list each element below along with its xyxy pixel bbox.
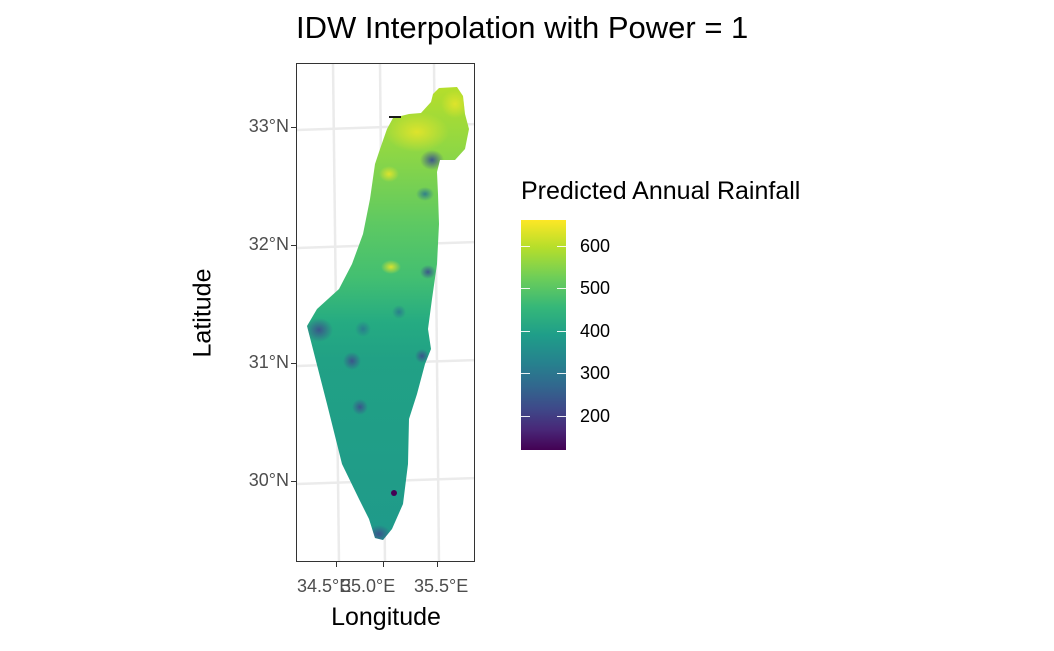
legend-tick xyxy=(521,331,530,332)
map-svg xyxy=(297,64,474,561)
hotspot-center xyxy=(381,260,401,274)
y-axis-title: Latitude xyxy=(188,268,217,358)
land-shape xyxy=(307,87,469,540)
minimum-point xyxy=(391,490,397,496)
x-tick-mark xyxy=(437,562,439,567)
legend-tick xyxy=(557,331,566,332)
legend-label-500: 500 xyxy=(580,278,611,298)
y-tick-mark xyxy=(291,363,296,365)
x-tick-34-5e: 34.5°E xyxy=(297,576,352,596)
legend-label-300: 300 xyxy=(580,363,611,383)
legend-tick xyxy=(521,246,530,247)
legend-label-400: 400 xyxy=(580,321,611,341)
legend-tick xyxy=(557,373,566,374)
y-tick-30n: 30°N xyxy=(248,470,289,490)
coldspot-eilat xyxy=(367,525,391,540)
map-panel xyxy=(296,63,475,562)
y-tick-mark xyxy=(291,127,296,129)
legend-tick xyxy=(557,288,566,289)
coldspot-negev-1 xyxy=(343,352,361,370)
legend-tick xyxy=(521,373,530,374)
legend-tick xyxy=(521,416,530,417)
coldspot-east xyxy=(416,187,434,201)
coldspot-jordan-valley xyxy=(420,150,444,170)
hotspot-golan xyxy=(441,90,469,118)
coldspot-negev-2 xyxy=(355,321,371,337)
y-tick-32n: 32°N xyxy=(248,234,289,254)
y-tick-mark xyxy=(291,481,296,483)
hotspot-upper-galilee xyxy=(385,112,449,152)
legend-tick xyxy=(521,288,530,289)
coldspot-jordan xyxy=(420,265,436,279)
legend-label-200: 200 xyxy=(580,406,611,426)
coldspot-gaza xyxy=(307,318,333,342)
hotspot-carmel xyxy=(379,166,399,182)
rainfall-surface xyxy=(307,87,469,540)
y-tick-33n: 33°N xyxy=(248,116,289,136)
legend-tick xyxy=(557,246,566,247)
legend-colorbar xyxy=(521,220,566,450)
coldspot-negev-3 xyxy=(392,305,406,319)
x-axis-title: Longitude xyxy=(331,603,441,631)
legend-tick xyxy=(557,416,566,417)
coldspot-negev-4 xyxy=(352,399,368,415)
x-tick-35-5e: 35.5°E xyxy=(414,576,469,596)
coldspot-dead-sea xyxy=(415,349,429,363)
plot-title: IDW Interpolation with Power = 1 xyxy=(296,10,749,45)
y-tick-mark xyxy=(291,245,296,247)
x-tick-mark xyxy=(383,562,385,567)
y-tick-31n: 31°N xyxy=(248,352,289,372)
x-tick-35-0e: 35.0°E xyxy=(341,576,396,596)
legend-title: Predicted Annual Rainfall xyxy=(521,177,801,205)
x-tick-mark xyxy=(336,562,338,567)
legend-label-600: 600 xyxy=(580,236,611,256)
